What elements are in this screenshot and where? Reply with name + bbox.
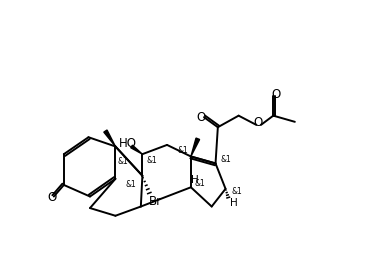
- Polygon shape: [131, 145, 142, 154]
- Text: HO: HO: [119, 137, 137, 150]
- Text: &1: &1: [146, 156, 157, 165]
- Text: O: O: [272, 88, 281, 101]
- Polygon shape: [104, 130, 115, 147]
- Text: &1: &1: [178, 146, 189, 155]
- Text: &1: &1: [195, 179, 205, 188]
- Text: &1: &1: [118, 157, 129, 166]
- Text: &1: &1: [125, 180, 136, 189]
- Text: Br: Br: [149, 195, 162, 208]
- Polygon shape: [191, 138, 200, 156]
- Text: H: H: [191, 175, 199, 184]
- Text: O: O: [48, 191, 57, 204]
- Text: &1: &1: [221, 155, 232, 164]
- Text: H: H: [230, 198, 238, 208]
- Text: &1: &1: [232, 187, 243, 196]
- Text: O: O: [196, 111, 205, 124]
- Text: O: O: [253, 116, 263, 129]
